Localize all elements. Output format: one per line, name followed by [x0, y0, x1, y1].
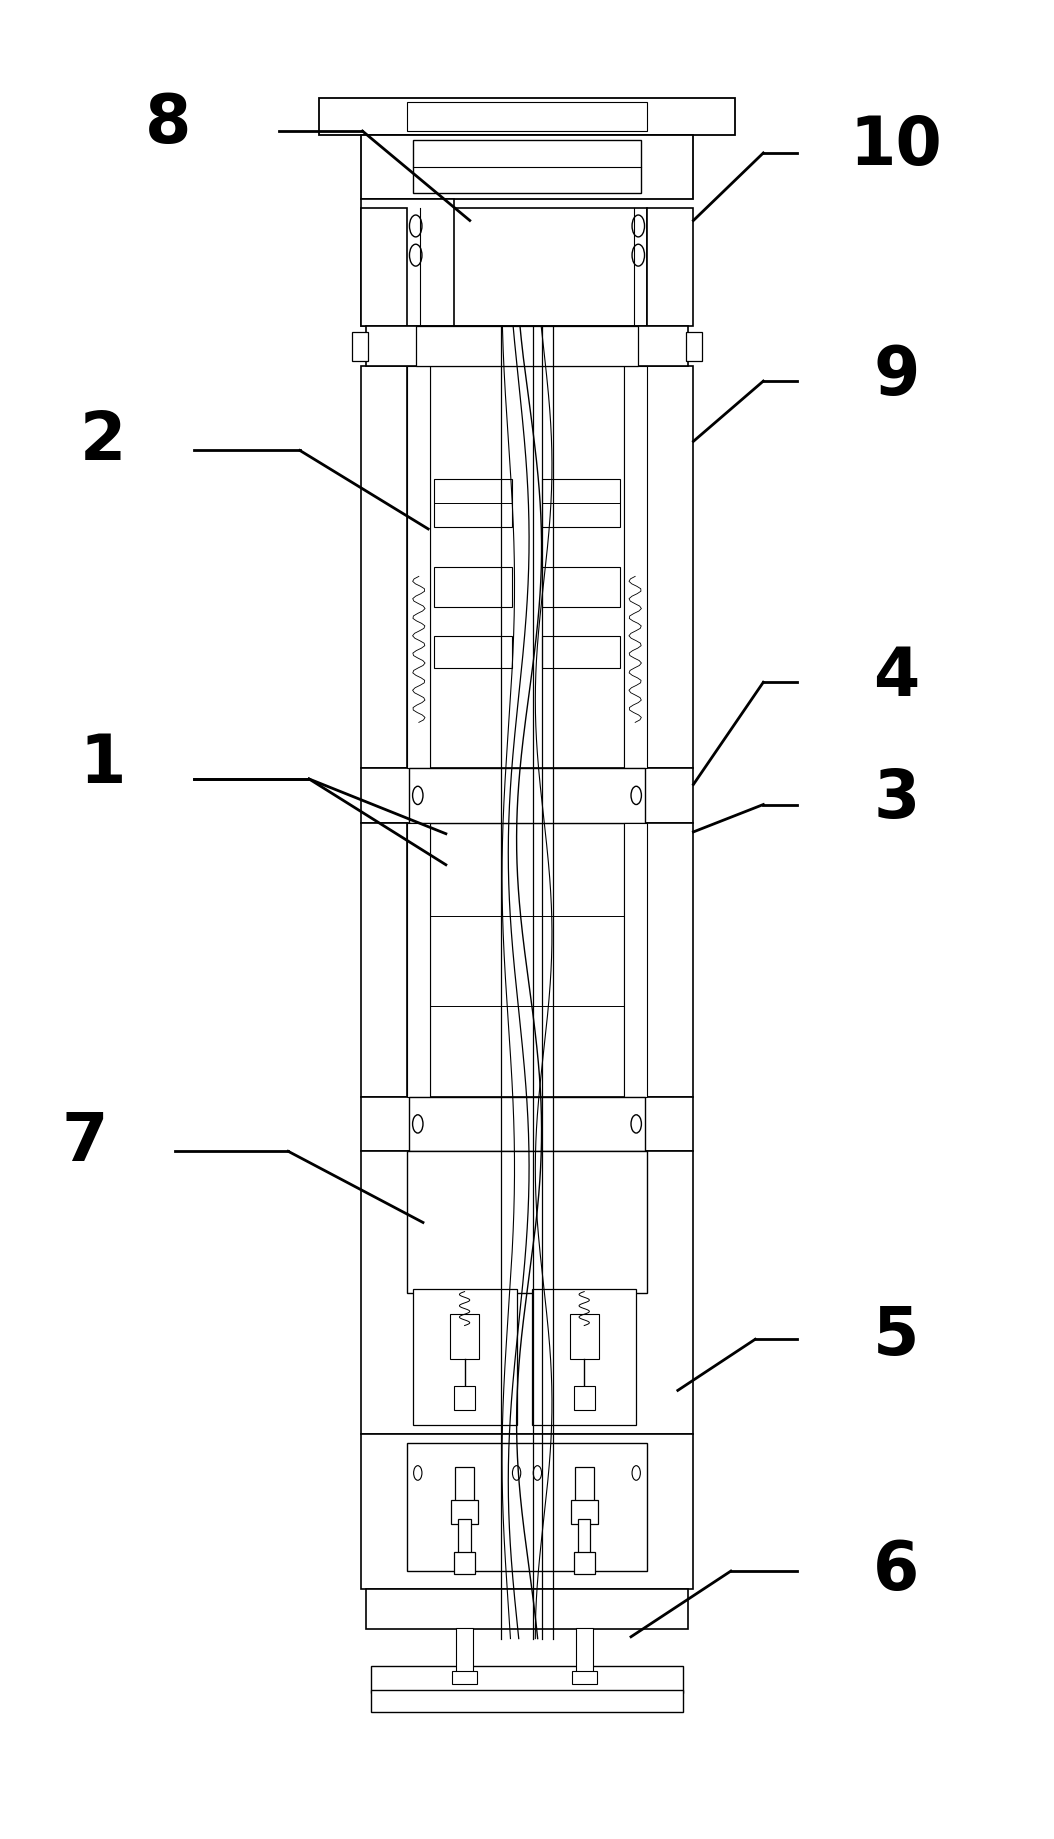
- Bar: [409, 769, 645, 822]
- Text: 1: 1: [79, 732, 125, 798]
- Bar: [408, 1151, 646, 1293]
- Bar: [542, 566, 620, 607]
- Bar: [646, 822, 694, 1096]
- Bar: [569, 1313, 599, 1359]
- Bar: [408, 208, 646, 326]
- Bar: [319, 97, 735, 134]
- Bar: [412, 140, 642, 193]
- Bar: [458, 1519, 471, 1556]
- Bar: [451, 1501, 479, 1525]
- Text: 9: 9: [873, 342, 919, 408]
- Bar: [624, 822, 646, 1096]
- Bar: [542, 636, 620, 668]
- Bar: [686, 331, 702, 360]
- Text: 2: 2: [79, 408, 125, 474]
- Bar: [360, 1434, 694, 1589]
- Bar: [646, 208, 694, 326]
- Bar: [571, 1672, 597, 1685]
- Bar: [542, 478, 620, 528]
- Bar: [434, 478, 512, 528]
- Bar: [454, 1387, 475, 1411]
- Bar: [646, 366, 694, 769]
- Bar: [573, 1552, 594, 1574]
- Bar: [360, 1096, 694, 1151]
- Text: 10: 10: [850, 112, 942, 178]
- Bar: [415, 326, 639, 366]
- Bar: [366, 326, 688, 366]
- Bar: [454, 1552, 475, 1574]
- Bar: [360, 208, 408, 326]
- Bar: [450, 1313, 480, 1359]
- Bar: [574, 1468, 593, 1504]
- Bar: [360, 822, 408, 1096]
- Bar: [371, 1690, 683, 1712]
- Text: 3: 3: [873, 767, 919, 831]
- Bar: [409, 1096, 645, 1151]
- Bar: [456, 1628, 473, 1675]
- Bar: [452, 1672, 477, 1685]
- Bar: [408, 366, 646, 769]
- Bar: [360, 366, 408, 769]
- Bar: [408, 101, 646, 131]
- Bar: [532, 1289, 637, 1425]
- Bar: [570, 1501, 598, 1525]
- Bar: [575, 1628, 592, 1675]
- Bar: [412, 1289, 516, 1425]
- Text: 6: 6: [873, 1537, 919, 1604]
- Bar: [430, 366, 624, 769]
- Bar: [360, 1151, 694, 1434]
- Bar: [360, 134, 694, 199]
- Bar: [578, 1519, 590, 1556]
- Bar: [408, 1444, 646, 1571]
- Bar: [371, 1666, 683, 1694]
- Bar: [455, 1468, 474, 1504]
- Bar: [352, 331, 368, 360]
- Bar: [434, 636, 512, 668]
- Text: 5: 5: [873, 1302, 919, 1368]
- Bar: [408, 822, 646, 1096]
- Bar: [434, 566, 512, 607]
- Bar: [360, 199, 454, 326]
- Bar: [408, 822, 430, 1096]
- Bar: [408, 366, 430, 769]
- Bar: [366, 1589, 688, 1629]
- Text: 4: 4: [873, 644, 919, 710]
- Text: 8: 8: [145, 90, 192, 156]
- Text: 7: 7: [62, 1109, 109, 1175]
- Bar: [430, 822, 624, 1096]
- Bar: [573, 1387, 594, 1411]
- Bar: [624, 366, 646, 769]
- Bar: [360, 769, 694, 822]
